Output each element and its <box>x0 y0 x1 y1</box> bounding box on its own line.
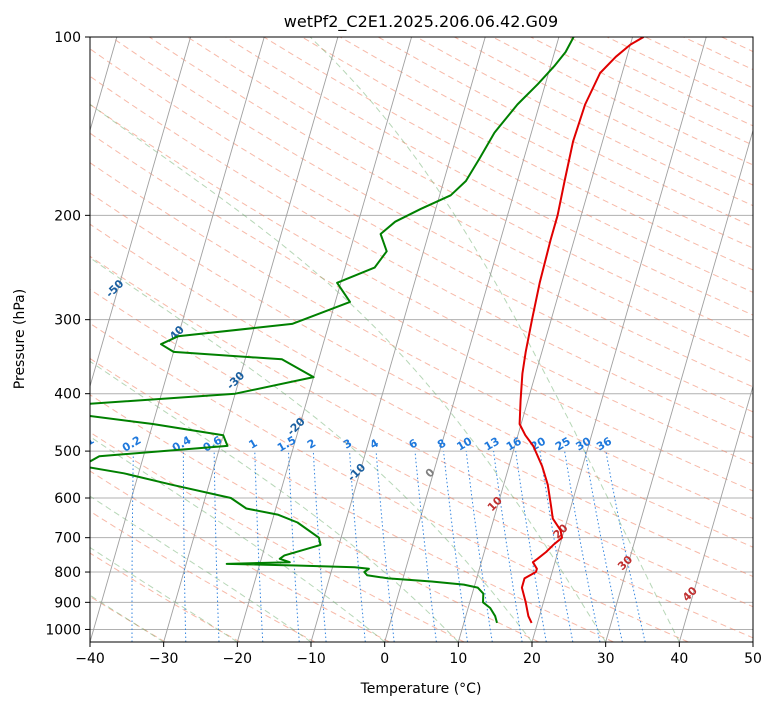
dry-adiabat-line <box>90 162 753 520</box>
profile-series <box>90 37 645 624</box>
y-tick-label: 400 <box>54 387 81 403</box>
isotherms <box>90 37 753 642</box>
isotherm-line <box>236 37 413 642</box>
x-tick-label: −10 <box>296 651 326 667</box>
isotherm-line <box>457 37 634 642</box>
moist-adiabat-line <box>90 103 607 642</box>
mixing-ratio-line-3 <box>349 451 366 642</box>
x-axis-ticks: −40 −30 −20 −10 0 10 20 30 40 50 <box>75 642 762 667</box>
dewpoint-profile-line <box>90 37 575 624</box>
x-tick-label: 40 <box>670 651 688 667</box>
moist-adiabat-line <box>90 257 533 642</box>
dry-adiabat-line <box>90 192 753 548</box>
y-tick-label: 1000 <box>45 622 81 638</box>
dry-adiabat-line <box>90 552 241 642</box>
dry-adiabat-line <box>90 595 166 642</box>
mixing-ratio-line-25 <box>564 451 601 642</box>
isotherm-line <box>163 37 339 642</box>
mixing-ratio-line-6 <box>414 451 437 642</box>
y-tick-label: 200 <box>54 208 81 224</box>
x-tick-label: 10 <box>449 651 467 667</box>
y-axis-ticks: 100 200 300 400 500 600 700 800 900 1000 <box>45 30 90 638</box>
dry-adiabat-line <box>90 322 689 642</box>
temperature-profile-line <box>518 37 645 624</box>
dry-adiabat-line <box>90 75 753 439</box>
y-tick-label: 800 <box>54 565 81 581</box>
isotherm-line <box>531 37 707 642</box>
x-tick-label: 50 <box>744 651 762 667</box>
dry-adiabat-line <box>90 48 753 413</box>
dry-adiabat-line <box>90 132 753 492</box>
isotherm-line <box>384 37 560 642</box>
mixing-ratio-line-4 <box>375 451 395 642</box>
moist-adiabat-line <box>90 360 459 642</box>
mixing-ratio-label: 0.1 <box>73 434 96 455</box>
isotherm-line <box>90 37 192 388</box>
x-tick-label: 0 <box>380 651 389 667</box>
chart-title: wetPf2_C2E1.2025.206.06.42.G09 <box>284 12 558 32</box>
y-tick-label: 900 <box>54 595 81 611</box>
dry-adiabat-line <box>90 394 540 642</box>
y-tick-label: 600 <box>54 491 81 507</box>
x-tick-label: 20 <box>523 651 541 667</box>
mixing-ratio-line-30 <box>584 451 623 642</box>
y-tick-label: 300 <box>54 313 81 329</box>
plot-frame <box>89 36 754 643</box>
mixing-ratio-line-10 <box>465 451 493 642</box>
mixing-ratio-line-13 <box>493 451 523 642</box>
mixing-ratio-line-36 <box>605 451 646 642</box>
plot-area <box>90 37 753 642</box>
y-tick-label: 500 <box>54 444 81 460</box>
x-tick-label: 30 <box>597 651 615 667</box>
isotherm-line <box>678 384 753 642</box>
y-tick-label: 700 <box>54 531 81 547</box>
pressure-gridlines <box>90 37 753 630</box>
y-tick-label: 100 <box>54 30 81 46</box>
isotherm-line <box>90 37 265 642</box>
dry-adiabats <box>90 37 753 642</box>
dry-adiabat-line <box>149 37 753 363</box>
x-axis-label: Temperature (°C) <box>360 681 482 697</box>
isotherm-line <box>310 37 486 642</box>
x-tick-label: −30 <box>149 651 179 667</box>
dry-adiabat-line <box>187 37 753 340</box>
moist-adiabat-line <box>309 37 680 642</box>
dry-adiabat-line <box>90 470 390 642</box>
x-tick-label: −20 <box>223 651 253 667</box>
dry-adiabat-line <box>90 288 753 639</box>
x-tick-label: −40 <box>75 651 105 667</box>
mixing-ratio-lines <box>131 451 646 642</box>
y-axis-label: Pressure (hPa) <box>12 289 28 389</box>
isotherm-line <box>605 128 753 642</box>
mixing-ratio-line-8 <box>443 451 468 642</box>
